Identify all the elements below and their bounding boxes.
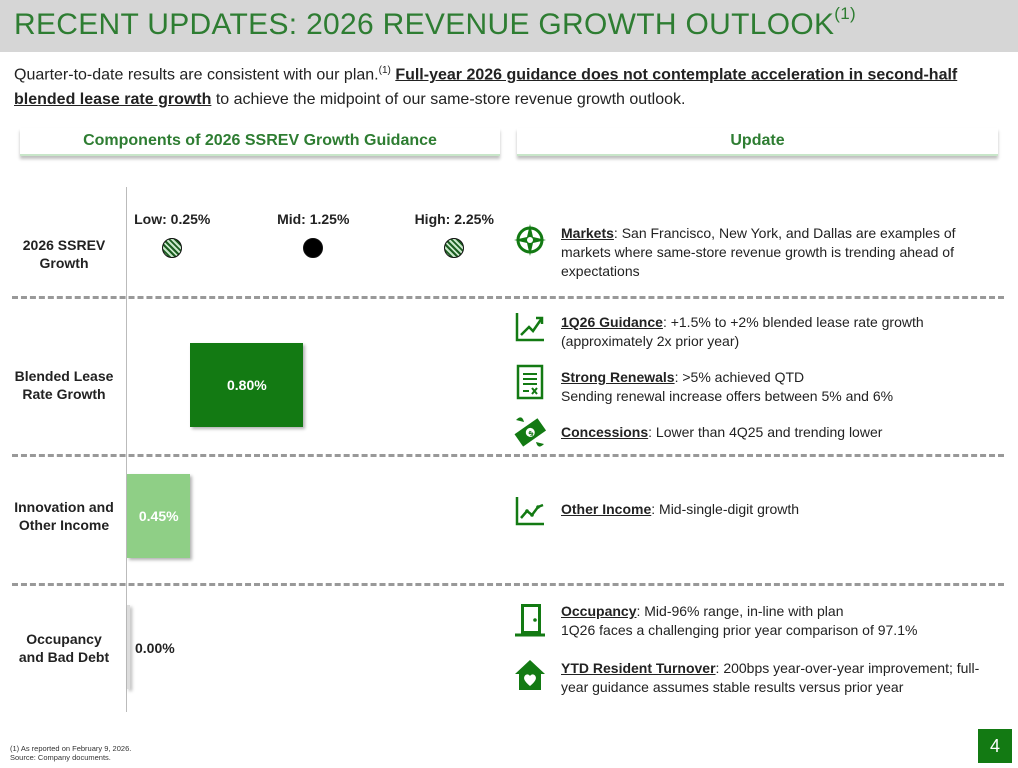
bar-value-label: 0.80% — [226, 377, 267, 393]
footnote: (1) As reported on February 9, 2026. Sou… — [10, 744, 132, 762]
update-resident-turnover: YTD Resident Turnover: 200bps year-over-… — [561, 660, 980, 695]
row-divider — [12, 454, 1004, 457]
components-header: Components of 2026 SSREV Growth Guidance — [20, 128, 500, 156]
marker-mid — [303, 238, 324, 258]
update-other-income: Other Income: Mid-single-digit growth — [561, 501, 800, 517]
home-heart-icon — [515, 660, 545, 690]
page-title: RECENT UPDATES: 2026 REVENUE GROWTH OUTL… — [14, 4, 856, 41]
marker-low — [162, 238, 183, 258]
line-chart-icon — [515, 497, 544, 526]
door-icon — [515, 604, 545, 637]
bar-innovation: 0.45% — [127, 474, 191, 558]
money-icon: $ — [514, 417, 547, 447]
update-concessions: Concessions: Lower than 4Q25 and trendin… — [561, 424, 883, 440]
row-divider — [12, 296, 1004, 299]
marker-label-high: High: 2.25% — [414, 211, 494, 227]
marker-label-low: Low: 0.25% — [134, 211, 211, 227]
svg-text:$: $ — [527, 429, 536, 438]
title-bar: RECENT UPDATES: 2026 REVENUE GROWTH OUTL… — [0, 0, 1018, 52]
bar-value-label-occupancy: 0.00% — [135, 640, 175, 656]
update-header: Update — [517, 128, 998, 156]
chart-axis — [126, 187, 127, 712]
trend-up-icon — [515, 313, 544, 342]
row-label-blended-lease: Blended Lease Rate Growth — [14, 368, 114, 402]
update-markets: Markets: San Francisco, New York, and Da… — [561, 225, 956, 279]
compass-icon — [514, 224, 546, 256]
bar-blended-lease: 0.80% — [190, 343, 304, 427]
subtitle-emphasis: Full-year 2026 guidance does not contemp… — [14, 66, 958, 109]
bar-value-label: 0.45% — [138, 508, 179, 524]
row-label-ssrev: 2026 SSREV Growth — [22, 237, 106, 271]
bar-occupancy — [127, 605, 130, 689]
page-number: 4 — [978, 729, 1012, 763]
row-label-occupancy: Occupancy and Bad Debt — [18, 631, 110, 665]
document-icon — [516, 364, 544, 400]
row-label-innovation: Innovation and Other Income — [14, 499, 114, 533]
update-strong-renewals: Strong Renewals: >5% achieved QTD Sending… — [561, 369, 894, 404]
update-1q26-guidance: 1Q26 Guidance: +1.5% to +2% blended leas… — [561, 314, 924, 349]
marker-high — [444, 238, 465, 258]
subtitle: Quarter-to-date results are consistent w… — [14, 65, 958, 109]
marker-label-mid: Mid: 1.25% — [277, 211, 350, 227]
row-divider — [12, 583, 1004, 586]
update-occupancy: Occupancy: Mid-96% range, in-line with p… — [561, 603, 918, 638]
